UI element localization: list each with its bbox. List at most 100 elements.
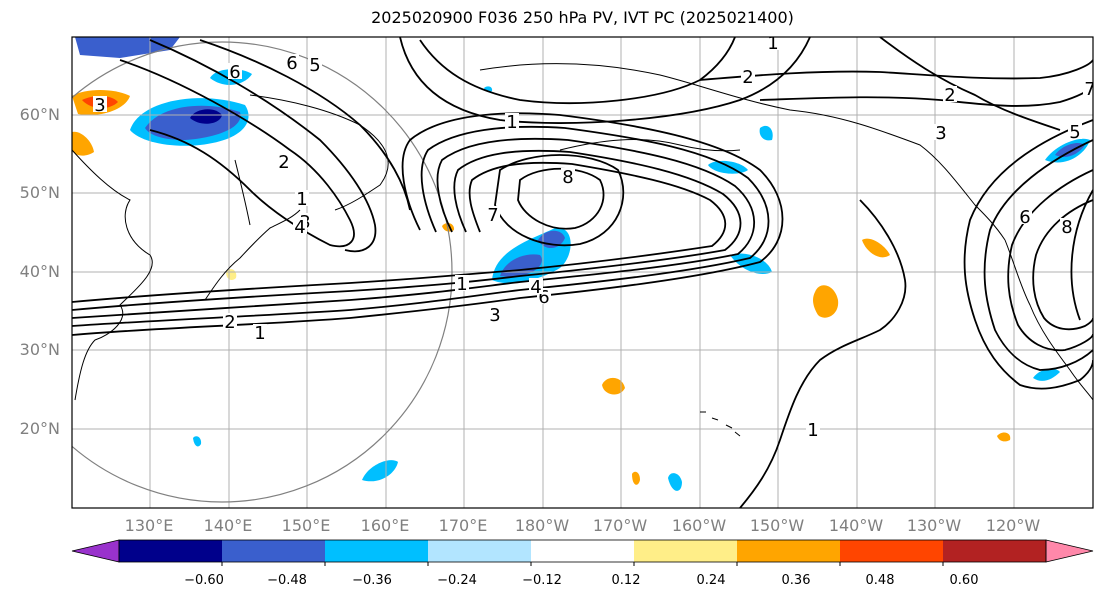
colorbar-segment <box>428 540 531 562</box>
anomaly-blob-negative <box>1033 368 1060 381</box>
colorbar-segment <box>943 540 1046 562</box>
contour-label: 2 <box>742 67 753 88</box>
contour-label-bg <box>1018 208 1032 224</box>
lon-label: 150°W <box>749 516 805 535</box>
lat-label: 20°N <box>19 419 60 438</box>
pv-contour <box>739 199 907 508</box>
pv-contour <box>983 139 1093 371</box>
coastline-kamchatka <box>249 94 389 211</box>
pv-contour <box>1007 169 1093 352</box>
lon-label: 160°W <box>671 516 727 535</box>
pv-contour <box>72 161 727 303</box>
contour-label-bg <box>285 54 299 70</box>
lon-label: 130°W <box>906 516 962 535</box>
colorbar-segment <box>531 540 634 562</box>
contour-label-bg <box>293 218 307 234</box>
verification-circle <box>72 41 453 503</box>
contour-label-bg <box>295 190 309 206</box>
colorbar-tick-label: −0.12 <box>522 573 562 588</box>
contour-label: 7 <box>1084 79 1095 100</box>
anomaly-blob-negative <box>362 460 398 482</box>
colorbar-tick-label: −0.24 <box>437 573 477 588</box>
anomaly-blob-negative <box>193 436 202 447</box>
lat-label: 40°N <box>19 262 60 281</box>
map-frame <box>71 36 1094 509</box>
contour-label-bg <box>308 56 322 72</box>
contour-label-bg <box>505 113 519 129</box>
contour-label: 2 <box>224 312 235 333</box>
contour-label: 6 <box>1019 207 1030 228</box>
anomaly-blob-positive <box>813 285 839 318</box>
colorbar-extend-left <box>71 539 120 563</box>
lon-label: 180°W <box>514 516 570 535</box>
contour-label-bg <box>488 306 502 322</box>
contour-label-bg <box>943 86 957 102</box>
contour-label: 4 <box>294 217 305 238</box>
contour-label-bg <box>529 278 543 294</box>
lon-label: 120°W <box>985 516 1041 535</box>
contour-label-bg <box>253 324 267 340</box>
anomaly-blob-positive <box>226 269 237 280</box>
pv-contour <box>699 59 1093 81</box>
anomaly-blob-positive <box>602 377 625 395</box>
colorbar-tick-label: −0.48 <box>267 573 307 588</box>
anomaly-blob-positive <box>997 432 1011 442</box>
contour-label: 2 <box>944 85 955 106</box>
contour-label-bg <box>806 421 820 437</box>
lat-label: 60°N <box>19 105 60 124</box>
pv-contour <box>419 37 736 104</box>
colorbar-tick-label: −0.36 <box>352 573 392 588</box>
pv-contours <box>72 37 1093 508</box>
pv-contour <box>399 37 811 124</box>
contour-label: 6 <box>286 53 297 74</box>
contour-label: 6 <box>538 287 549 308</box>
pv-contour <box>1032 199 1093 331</box>
coastline-asia <box>72 149 153 401</box>
colorbar <box>71 539 1094 566</box>
contour-label-bg <box>1068 123 1082 139</box>
coastline-sakhalin <box>234 159 251 226</box>
lon-label: 140°W <box>828 516 884 535</box>
contour-label-bg <box>228 63 242 79</box>
colorbar-tick-label: 0.12 <box>611 573 641 588</box>
lon-label: 140°E <box>203 516 253 535</box>
colorbar-segment <box>840 540 943 562</box>
map-title: 2025020900 F036 250 hPa PV, IVT PC (2025… <box>371 8 794 27</box>
contour-label: 4 <box>530 277 541 298</box>
contour-label-bg <box>741 68 755 84</box>
anomaly-blob-negative <box>708 160 748 174</box>
colorbar-outline <box>118 539 1047 563</box>
contour-label: 3 <box>935 123 946 144</box>
pv-contour <box>494 154 625 247</box>
contour-label-bg <box>455 275 469 291</box>
contour-label: 5 <box>1069 122 1080 143</box>
hawaiian-islands <box>700 411 741 437</box>
pv-contour <box>759 84 1093 107</box>
lat-label: 50°N <box>19 183 60 202</box>
lon-label: 160°E <box>360 516 410 535</box>
contour-label: 1 <box>456 274 467 295</box>
contour-label-bg <box>1083 80 1093 96</box>
pv-contour <box>1070 189 1093 321</box>
anomaly-shading <box>72 37 1090 491</box>
anomaly-blob-positive <box>862 238 890 258</box>
anomaly-blob-negative <box>668 473 682 491</box>
pv-contour <box>199 39 411 211</box>
pv-contour <box>963 119 1093 390</box>
colorbar-segment <box>634 540 737 562</box>
contour-label: 1 <box>296 189 307 210</box>
pv-contour <box>149 39 377 253</box>
contour-label: 1 <box>767 33 778 54</box>
contour-label: 6 <box>229 62 240 83</box>
pv-contour <box>72 149 742 311</box>
contour-label: 1 <box>254 323 265 344</box>
colorbar-segment <box>737 540 840 562</box>
lon-label: 130°E <box>124 516 174 535</box>
pv-contour <box>879 37 1061 131</box>
contour-label: 8 <box>562 167 573 188</box>
lon-label: 170°W <box>592 516 648 535</box>
contour-label-bg <box>934 124 948 140</box>
contour-label-bg <box>561 168 575 184</box>
colorbar-extend-right <box>1045 539 1094 563</box>
